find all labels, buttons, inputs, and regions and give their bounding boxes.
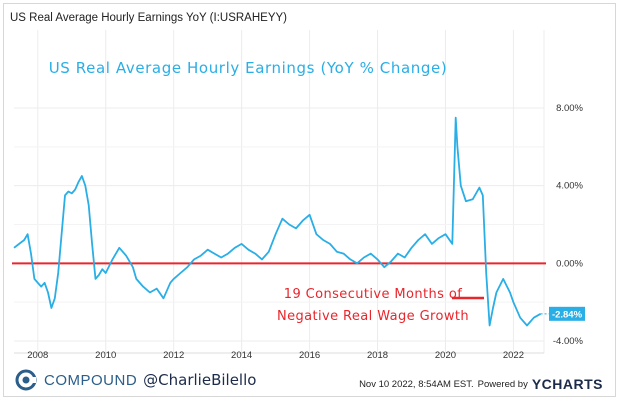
axis-ticks: 2008 2010 2012 2014 2016 2018 2020 2022 8.00% 4.0… — [27, 103, 583, 361]
x-tick-label: 2020 — [435, 350, 456, 361]
x-tick-label: 2010 — [95, 350, 116, 361]
earnings-series-line — [13, 116, 542, 327]
powered-by-label: Powered by — [477, 378, 528, 390]
compound-logo-icon — [15, 369, 37, 391]
y-tick-label: 0.00% — [556, 258, 583, 269]
footer-brand: COMPOUND @CharlieBilello — [14, 366, 256, 394]
badge-label: -2.84% — [552, 309, 583, 320]
x-tick-label: 2018 — [367, 350, 388, 361]
chart-title: US Real Average Hourly Earnings (YoY % C… — [49, 59, 448, 77]
annotation-line: Negative Real Wage Growth — [277, 309, 469, 324]
ycharts-logo[interactable]: YCHARTS — [531, 376, 603, 392]
y-tick-label: 4.00% — [556, 181, 583, 192]
annotation: 19 Consecutive Months of Negative Real Wa… — [277, 287, 484, 324]
y-tick-label: -4.00% — [553, 336, 584, 347]
brand-name: COMPOUND — [44, 371, 138, 389]
x-tick-label: 2016 — [299, 350, 320, 361]
chart-header-title: US Real Average Hourly Earnings YoY (I:U… — [10, 12, 287, 24]
x-tick-label: 2008 — [27, 350, 48, 361]
badge-box — [549, 306, 585, 321]
footer-meta: Nov 10 2022, 8:54AM EST. Powered by YCHA… — [359, 376, 603, 392]
author-handle: @CharlieBilello — [143, 371, 257, 389]
annotation-line: 19 Consecutive Months of — [284, 287, 462, 302]
y-tick-label: 8.00% — [556, 103, 583, 114]
last-value-badge: -2.84% — [540, 306, 585, 321]
grid-lines — [14, 30, 545, 354]
timestamp: Nov 10 2022, 8:54AM EST. — [359, 378, 474, 390]
x-tick-label: 2012 — [163, 350, 184, 361]
x-tick-label: 2014 — [231, 350, 252, 361]
x-tick-label: 2022 — [503, 350, 524, 361]
